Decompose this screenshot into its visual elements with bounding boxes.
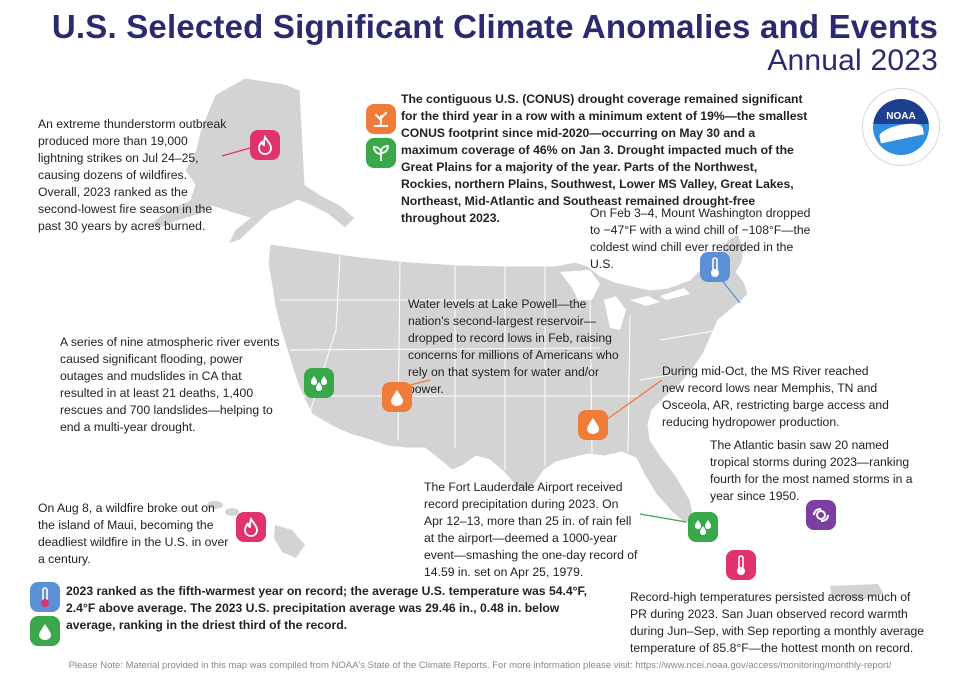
water-drop-icon [578, 410, 608, 440]
footer-note: Please Note: Material provided in this m… [68, 660, 892, 671]
thermometer-icon [700, 252, 730, 282]
fire-icon [236, 512, 266, 542]
thermometer-icon [30, 582, 60, 612]
noaa-logo: NOAA [862, 88, 940, 166]
california-event-text: A series of nine atmospheric river event… [60, 335, 280, 434]
annual-summary-text: 2023 ranked as the fifth-warmest year on… [66, 584, 588, 632]
mt-washington-event-text: On Feb 3–4, Mount Washington dropped to … [590, 206, 811, 271]
puerto-rico-shape [830, 584, 884, 600]
drought-icon [366, 104, 396, 134]
rain-icon [688, 512, 718, 542]
alaska-shape [149, 77, 356, 245]
alaska-event-text: An extreme thunderstorm outbreak produce… [38, 117, 227, 233]
puerto-rico-event-text: Record-high temperatures persisted acros… [630, 590, 925, 655]
water-drop-icon [30, 616, 60, 646]
noaa-logo-text: NOAA [886, 111, 916, 122]
thermometer-icon [726, 550, 756, 580]
page-subtitle: Annual 2023 [767, 44, 938, 77]
rain-icon [304, 368, 334, 398]
hurricane-icon [806, 500, 836, 530]
great-lakes [560, 270, 690, 330]
lake-powell-event-text: Water levels at Lake Powell—the nation's… [408, 297, 619, 396]
page-title: U.S. Selected Significant Climate Anomal… [51, 8, 938, 45]
connector-lines [221, 147, 741, 523]
mississippi-event-text: During mid-Oct, the MS River reached new… [662, 364, 889, 429]
drought-text: The contiguous U.S. (CONUS) drought cove… [401, 92, 808, 225]
fort-lauderdale-event-text: The Fort Lauderdale Airport received rec… [424, 480, 638, 579]
plant-icon [366, 138, 396, 168]
maui-event-text: On Aug 8, a wildfire broke out on the is… [38, 501, 229, 566]
water-drop-icon [382, 382, 412, 412]
atlantic-event-text: The Atlantic basin saw 20 named tropical… [710, 438, 913, 503]
fire-icon [250, 130, 280, 160]
